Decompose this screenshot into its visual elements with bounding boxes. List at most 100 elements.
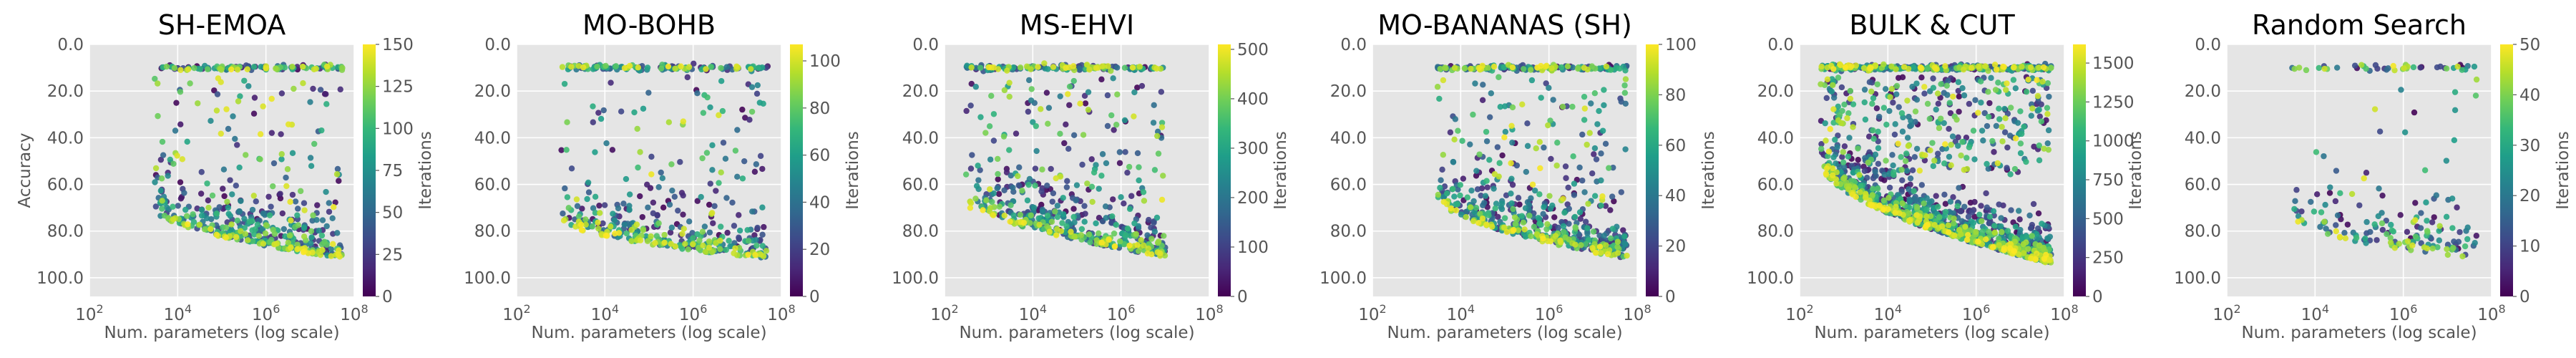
- data-point: [323, 91, 329, 97]
- colorbar-tick-label: 20: [2519, 187, 2540, 205]
- data-point: [717, 223, 724, 230]
- data-point: [644, 238, 651, 245]
- data-point: [2451, 107, 2459, 114]
- data-point: [235, 98, 242, 105]
- data-point: [1569, 64, 1576, 71]
- data-point: [1016, 164, 1023, 170]
- data-point: [1830, 120, 1837, 126]
- data-point: [1146, 216, 1152, 223]
- data-point: [2390, 62, 2396, 69]
- data-point: [1983, 190, 1989, 197]
- data-point: [1890, 162, 1896, 169]
- data-point: [751, 168, 758, 175]
- data-point: [1496, 160, 1503, 166]
- data-point: [1546, 84, 1552, 91]
- data-point: [963, 107, 970, 115]
- scatter-points: [1818, 60, 2054, 266]
- data-point: [2014, 120, 2021, 126]
- data-point: [1150, 120, 1157, 126]
- data-point: [1524, 142, 1531, 150]
- colorbar-tick-label: 750: [2092, 171, 2124, 190]
- data-point: [2336, 233, 2343, 241]
- data-point: [1896, 104, 1902, 110]
- data-point: [2321, 153, 2327, 160]
- data-point: [2333, 168, 2340, 174]
- data-point: [2321, 65, 2328, 72]
- data-point: [1017, 64, 1024, 71]
- data-point: [995, 190, 1002, 198]
- colorbar-tick-label: 1250: [2092, 93, 2135, 112]
- data-point: [1986, 220, 1993, 227]
- data-point: [1914, 219, 1921, 226]
- data-point: [2007, 105, 2014, 111]
- data-point: [1958, 152, 1964, 159]
- data-point: [1547, 117, 1553, 124]
- data-point: [2326, 190, 2333, 196]
- data-point: [1990, 244, 1996, 251]
- data-point: [1876, 113, 1883, 120]
- data-point: [295, 222, 302, 228]
- data-point: [1073, 182, 1080, 188]
- data-point: [613, 63, 620, 69]
- data-point: [1049, 198, 1055, 205]
- data-point: [1848, 63, 1855, 69]
- data-point: [686, 218, 693, 225]
- chart-title: BULK & CUT: [1849, 9, 2015, 41]
- data-point: [682, 241, 688, 247]
- data-point: [208, 226, 214, 233]
- data-point: [288, 217, 294, 224]
- data-point: [597, 115, 605, 122]
- data-point: [1576, 209, 1584, 216]
- colorbar-tick-label: 0: [1237, 288, 1248, 306]
- data-point: [285, 239, 291, 246]
- data-point: [1911, 188, 1917, 195]
- data-point: [689, 230, 696, 236]
- data-point: [1931, 222, 1938, 228]
- data-point: [755, 64, 761, 72]
- data-point: [1975, 238, 1981, 245]
- data-point: [1979, 127, 1986, 134]
- data-point: [1548, 65, 1555, 72]
- colorbar-tick-label: 20: [1665, 238, 1686, 256]
- data-point: [1892, 210, 1898, 216]
- x-tick-label: 106: [2389, 302, 2417, 324]
- y-tick-label: 0.0: [1340, 36, 1367, 54]
- data-point: [2027, 225, 2034, 232]
- data-point: [1621, 82, 1628, 89]
- data-point: [1933, 65, 1939, 72]
- data-point: [645, 90, 652, 96]
- data-point: [1610, 164, 1616, 171]
- data-point: [2353, 235, 2360, 241]
- data-point: [2367, 228, 2373, 236]
- data-point: [249, 238, 256, 244]
- data-point: [2424, 218, 2430, 224]
- data-point: [1153, 65, 1160, 72]
- data-point: [236, 208, 243, 215]
- data-point: [1569, 103, 1576, 110]
- data-point: [241, 77, 248, 84]
- data-point: [1837, 62, 1844, 69]
- colorbar-label: Iterations: [2127, 131, 2145, 210]
- data-point: [1483, 128, 1490, 135]
- data-point: [270, 183, 276, 190]
- data-point: [2434, 244, 2441, 251]
- data-point: [760, 100, 766, 107]
- data-point: [301, 207, 308, 213]
- data-point: [254, 221, 261, 228]
- data-point: [1160, 173, 1166, 179]
- data-point: [1823, 165, 1830, 172]
- data-point: [1909, 167, 1916, 173]
- data-point: [1499, 152, 1506, 159]
- data-point: [1841, 101, 1848, 108]
- x-tick-label: 102: [1358, 302, 1386, 324]
- data-point: [1498, 205, 1506, 213]
- data-point: [702, 248, 709, 255]
- data-point: [1084, 180, 1091, 187]
- data-point: [1437, 185, 1443, 191]
- data-point: [1866, 79, 1873, 85]
- data-point: [1081, 203, 1088, 209]
- data-point: [967, 205, 974, 211]
- data-point: [648, 153, 655, 160]
- data-point: [592, 149, 598, 155]
